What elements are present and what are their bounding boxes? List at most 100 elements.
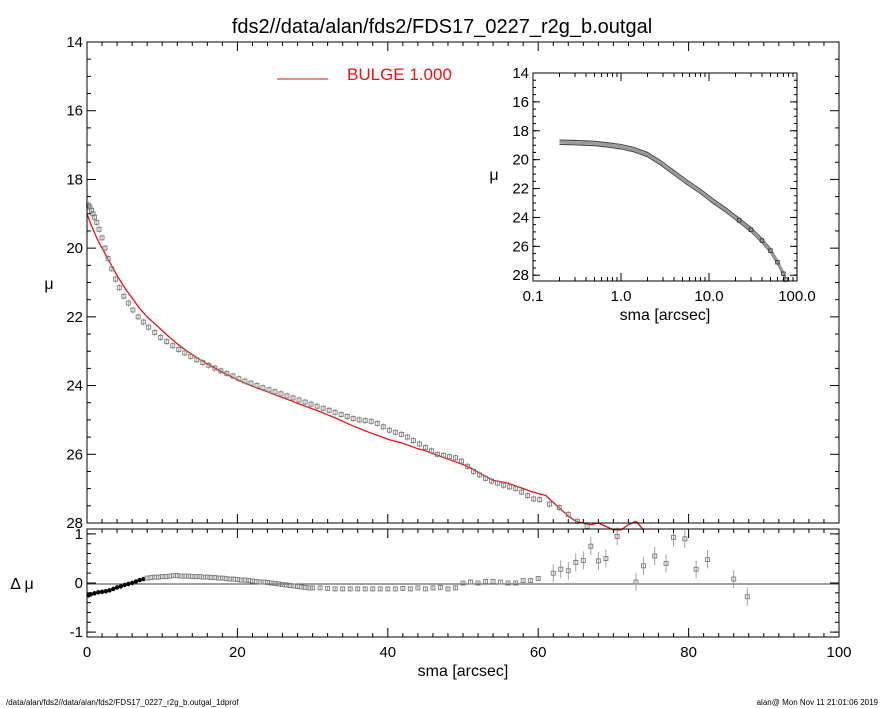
residual-point — [633, 573, 639, 592]
data-marker — [356, 417, 362, 423]
inset-data-marker — [781, 271, 786, 276]
residual-point — [107, 587, 112, 593]
residual-marker — [498, 579, 504, 585]
residual-point — [362, 586, 368, 592]
data-point — [525, 492, 531, 500]
data-marker — [105, 256, 111, 261]
data-marker — [224, 371, 230, 376]
data-point — [440, 451, 446, 459]
data-marker — [125, 300, 131, 306]
data-marker — [260, 385, 266, 391]
x-axis-label: sma [arcsec] — [418, 663, 509, 680]
inset-x-axis-label: sma [arcsec] — [620, 307, 711, 324]
residual-point — [535, 576, 541, 582]
residual-point — [652, 547, 658, 565]
residual-marker — [111, 586, 116, 592]
data-marker — [236, 376, 242, 382]
data-marker — [94, 219, 100, 225]
residual-point — [340, 586, 346, 592]
data-marker — [338, 411, 344, 417]
residual-point — [103, 588, 109, 594]
residual-marker — [107, 588, 112, 593]
residual-point — [588, 537, 594, 556]
residual-point — [347, 586, 353, 592]
data-marker — [96, 226, 102, 232]
data-marker — [296, 397, 302, 403]
data-point — [158, 333, 164, 341]
y-tick-label: 0 — [75, 575, 83, 592]
data-marker — [483, 475, 489, 481]
data-point — [242, 377, 248, 385]
residual-marker — [415, 585, 421, 591]
main-y-axis-label: μ — [44, 276, 53, 293]
residual-point — [475, 580, 481, 586]
data-point — [565, 510, 571, 518]
data-point — [314, 402, 320, 410]
residual-point — [505, 580, 511, 586]
residual-point — [498, 579, 504, 585]
data-marker — [140, 319, 146, 325]
residual-point — [483, 579, 489, 585]
residual-marker — [422, 586, 428, 592]
data-point — [170, 342, 176, 350]
data-marker — [386, 427, 392, 433]
residual-marker — [332, 586, 338, 592]
x-tick-label: 10.0 — [694, 288, 723, 305]
data-point — [109, 265, 115, 273]
data-marker — [410, 438, 416, 443]
residual-marker — [133, 579, 139, 584]
y-tick-label: 28 — [512, 267, 529, 284]
residual-marker — [370, 586, 376, 592]
residual-point — [317, 585, 323, 591]
residual-marker — [513, 580, 519, 586]
data-marker — [434, 451, 440, 457]
data-point — [531, 495, 537, 503]
residual-marker — [407, 586, 413, 592]
residual-marker — [731, 576, 737, 582]
residual-point — [460, 580, 466, 586]
residual-marker — [505, 580, 511, 586]
data-point — [254, 382, 260, 390]
data-marker — [513, 486, 519, 492]
data-marker — [92, 214, 97, 220]
residual-marker — [652, 553, 658, 559]
residual-point — [731, 570, 737, 589]
data-marker — [130, 307, 136, 313]
y-tick-label: 28 — [66, 515, 83, 532]
data-marker — [362, 418, 368, 424]
data-marker — [332, 409, 338, 415]
data-marker — [416, 441, 422, 447]
data-point — [465, 462, 470, 470]
residual-marker — [614, 533, 620, 539]
y-tick-label: 22 — [512, 181, 529, 198]
residual-marker — [400, 585, 406, 591]
residual-point — [641, 556, 646, 575]
data-marker — [90, 211, 96, 217]
residual-point — [453, 585, 458, 591]
data-point — [135, 313, 141, 321]
residual-point — [385, 586, 391, 592]
residual-point — [603, 549, 609, 568]
residual-point — [744, 587, 750, 606]
residual-point — [573, 553, 579, 572]
data-point — [296, 396, 302, 404]
data-point — [344, 412, 350, 420]
data-point — [537, 496, 543, 504]
data-point — [188, 352, 194, 360]
x-tick-label: 100.0 — [778, 288, 816, 305]
data-marker — [278, 391, 284, 397]
residual-marker — [347, 586, 353, 592]
residual-marker — [580, 557, 586, 563]
data-marker — [121, 293, 127, 299]
y-tick-label: 24 — [512, 209, 529, 226]
residual-point — [96, 589, 101, 595]
data-point — [164, 338, 170, 346]
data-marker — [326, 407, 332, 413]
data-marker — [320, 405, 326, 411]
data-point — [398, 430, 404, 438]
bulge-model-line — [86, 213, 644, 531]
residual-point — [565, 561, 571, 580]
residual-marker — [641, 563, 646, 569]
data-marker — [200, 360, 206, 366]
